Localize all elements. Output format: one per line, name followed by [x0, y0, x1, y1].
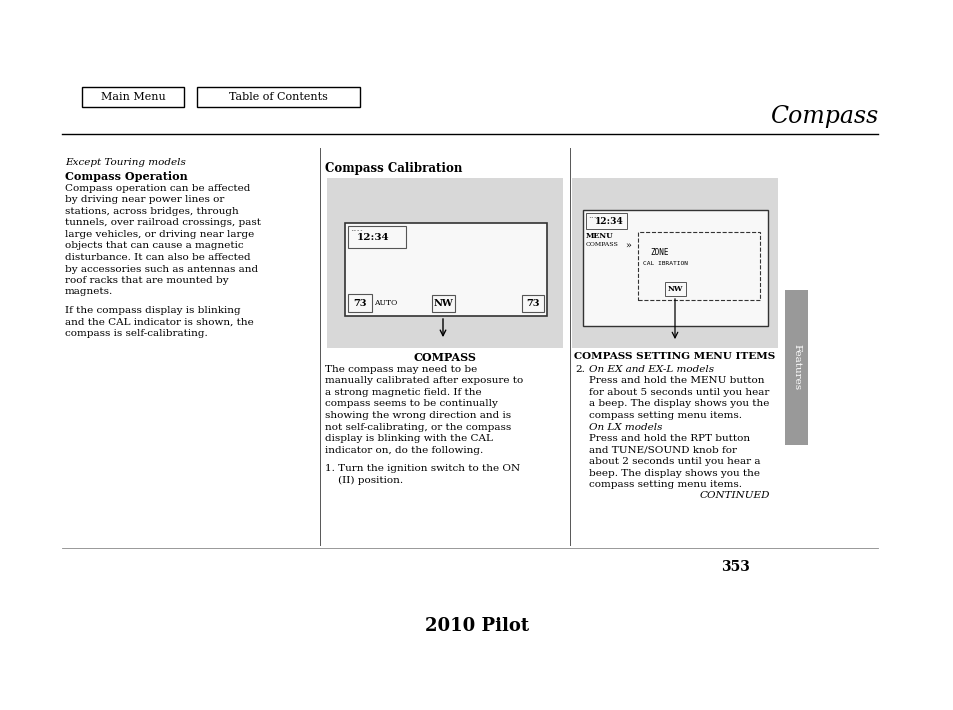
- Text: COMPASS: COMPASS: [414, 352, 476, 363]
- Text: manually calibrated after exposure to: manually calibrated after exposure to: [325, 376, 522, 386]
- Text: beep. The display shows you the: beep. The display shows you the: [588, 469, 760, 478]
- Text: 73: 73: [353, 298, 366, 307]
- Text: roof racks that are mounted by: roof racks that are mounted by: [65, 276, 229, 285]
- Text: compass seems to be continually: compass seems to be continually: [325, 400, 497, 408]
- Bar: [348, 226, 406, 248]
- Text: MENU: MENU: [585, 232, 613, 240]
- Bar: [82, 87, 184, 107]
- Text: 12:34: 12:34: [595, 217, 623, 226]
- Bar: [784, 290, 807, 445]
- Text: display is blinking with the CAL: display is blinking with the CAL: [325, 434, 493, 443]
- Text: Except Touring models: Except Touring models: [65, 158, 186, 167]
- Text: showing the wrong direction and is: showing the wrong direction and is: [325, 411, 511, 420]
- Text: compass setting menu items.: compass setting menu items.: [588, 480, 741, 489]
- Bar: [196, 87, 359, 107]
- Text: CONTINUED: CONTINUED: [699, 491, 769, 501]
- Text: 12:34: 12:34: [356, 232, 389, 241]
- Bar: [348, 294, 372, 312]
- Bar: [327, 178, 562, 348]
- Text: ZONE: ZONE: [649, 248, 668, 257]
- Text: about 2 seconds until you hear a: about 2 seconds until you hear a: [588, 457, 760, 466]
- Text: compass is self-calibrating.: compass is self-calibrating.: [65, 329, 208, 338]
- Bar: [582, 210, 767, 326]
- Text: Compass Calibration: Compass Calibration: [325, 162, 462, 175]
- Text: (II) position.: (II) position.: [325, 476, 403, 485]
- Bar: [345, 223, 546, 316]
- Text: Compass Operation: Compass Operation: [65, 171, 188, 182]
- Text: Compass: Compass: [769, 105, 877, 128]
- Bar: [432, 295, 455, 312]
- Bar: [572, 178, 778, 348]
- Text: disturbance. It can also be affected: disturbance. It can also be affected: [65, 253, 251, 262]
- Text: stations, across bridges, through: stations, across bridges, through: [65, 207, 238, 216]
- Text: by accessories such as antennas and: by accessories such as antennas and: [65, 265, 258, 273]
- Text: If the compass display is blinking: If the compass display is blinking: [65, 306, 240, 315]
- Text: magnets.: magnets.: [65, 288, 113, 297]
- Text: 2.: 2.: [575, 365, 584, 374]
- Bar: [638, 232, 760, 300]
- Text: for about 5 seconds until you hear: for about 5 seconds until you hear: [588, 388, 768, 397]
- Text: AUTO: AUTO: [374, 299, 396, 307]
- Bar: [585, 213, 626, 229]
- Text: compass setting menu items.: compass setting menu items.: [588, 411, 741, 420]
- Text: large vehicles, or driving near large: large vehicles, or driving near large: [65, 230, 254, 239]
- Text: and the CAL indicator is shown, the: and the CAL indicator is shown, the: [65, 317, 253, 327]
- Text: The compass may need to be: The compass may need to be: [325, 365, 476, 374]
- Text: Press and hold the MENU button: Press and hold the MENU button: [588, 376, 763, 386]
- Text: not self-calibrating, or the compass: not self-calibrating, or the compass: [325, 422, 511, 432]
- Text: a strong magnetic field. If the: a strong magnetic field. If the: [325, 388, 481, 397]
- Text: and TUNE/SOUND knob for: and TUNE/SOUND knob for: [588, 445, 737, 454]
- Text: Compass operation can be affected: Compass operation can be affected: [65, 184, 250, 193]
- Text: NW: NW: [433, 298, 453, 307]
- Text: ----: ----: [587, 215, 598, 220]
- Text: 1. Turn the ignition switch to the ON: 1. Turn the ignition switch to the ON: [325, 464, 519, 473]
- Text: by driving near power lines or: by driving near power lines or: [65, 195, 224, 204]
- Text: Main Menu: Main Menu: [100, 92, 165, 102]
- Text: NW: NW: [666, 285, 682, 293]
- Text: tunnels, over railroad crossings, past: tunnels, over railroad crossings, past: [65, 219, 261, 227]
- Text: 353: 353: [720, 560, 749, 574]
- Text: Press and hold the RPT button: Press and hold the RPT button: [588, 434, 749, 443]
- Text: a beep. The display shows you the: a beep. The display shows you the: [588, 400, 768, 408]
- Text: »: »: [624, 241, 630, 251]
- Text: On EX and EX-L models: On EX and EX-L models: [588, 365, 714, 374]
- Text: On LX models: On LX models: [588, 422, 661, 432]
- Text: Table of Contents: Table of Contents: [229, 92, 328, 102]
- Text: objects that can cause a magnetic: objects that can cause a magnetic: [65, 241, 243, 251]
- Bar: [521, 295, 543, 312]
- Bar: [664, 282, 685, 296]
- Text: COMPASS SETTING MENU ITEMS: COMPASS SETTING MENU ITEMS: [574, 352, 775, 361]
- Text: Features: Features: [791, 344, 801, 390]
- Text: COMPASS: COMPASS: [585, 242, 618, 247]
- Text: 2010 Pilot: 2010 Pilot: [424, 617, 529, 635]
- Text: indicator on, do the following.: indicator on, do the following.: [325, 445, 483, 454]
- Text: 73: 73: [526, 298, 539, 307]
- Text: CAL IBRATION: CAL IBRATION: [642, 261, 687, 266]
- Text: ----: ----: [350, 228, 363, 233]
